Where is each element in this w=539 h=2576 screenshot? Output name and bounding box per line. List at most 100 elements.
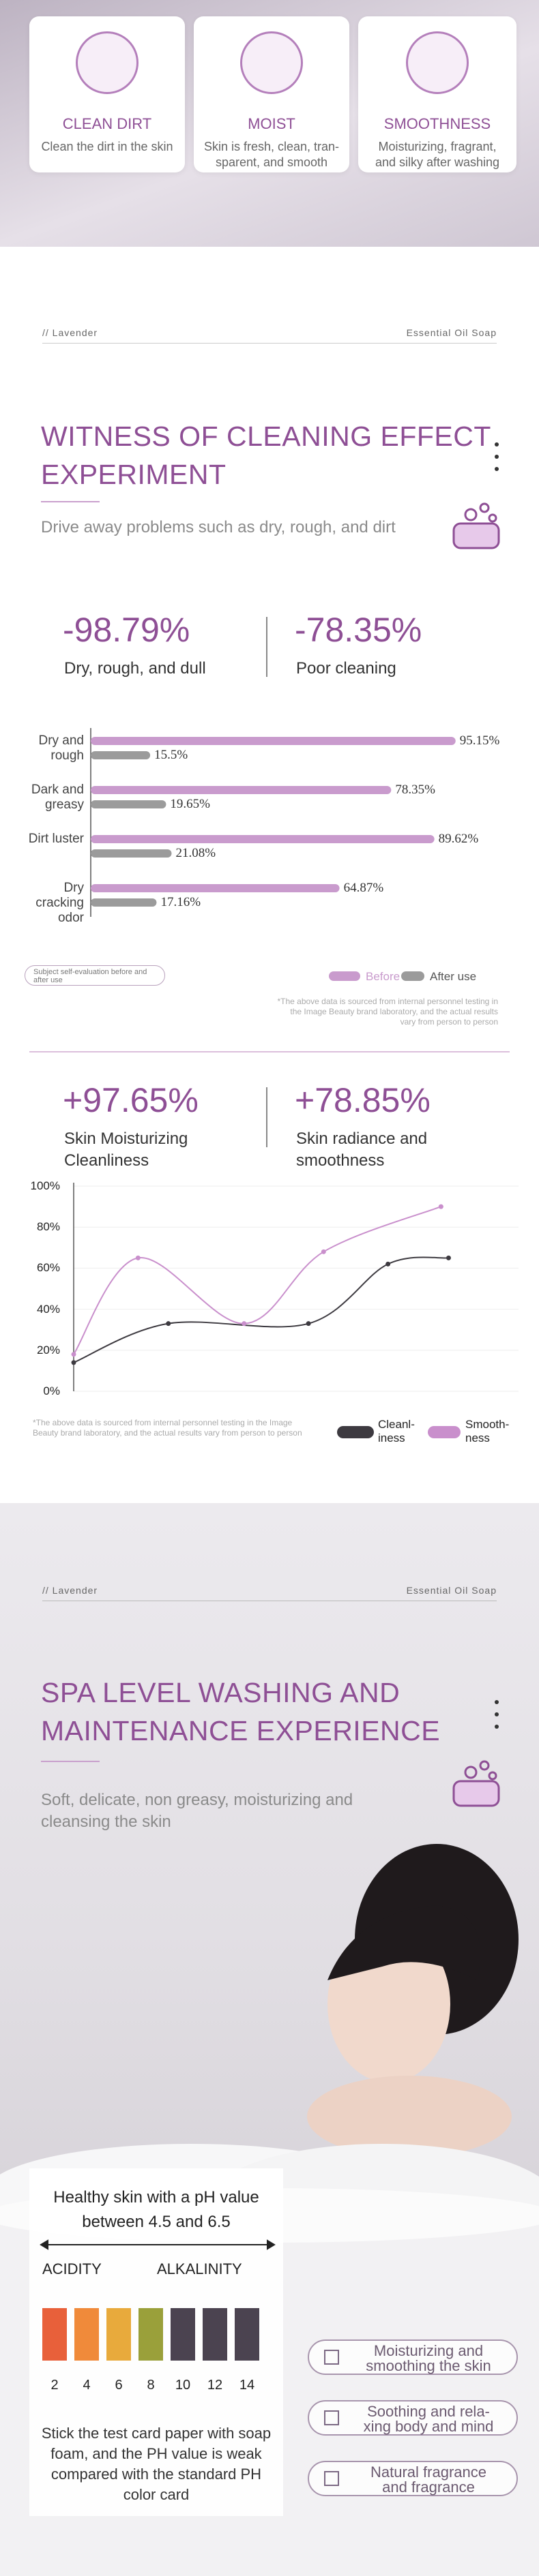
icon	[76, 31, 139, 94]
point	[135, 1255, 141, 1260]
value-label: 19.65%	[170, 797, 210, 811]
feature-card: CLEAN DIRT Clean the dirt in the skin	[29, 16, 185, 172]
bar	[91, 786, 392, 794]
feature-title: SMOOTHNESS	[383, 115, 491, 132]
legend-swatch	[428, 1426, 461, 1438]
bar	[91, 898, 157, 907]
y-tick-label: 40%	[36, 1302, 60, 1316]
category-label: Dirt luster	[28, 832, 84, 846]
feature-title: CLEAN DIRT	[62, 115, 152, 132]
stat-value: -78.35%	[295, 611, 422, 649]
feature-text: Clean the dirt in the skin	[41, 140, 173, 153]
point	[385, 1261, 391, 1267]
stat-value: -98.79%	[63, 611, 190, 649]
ph-value: 6	[115, 2378, 123, 2393]
feature-title: MOIST	[248, 115, 295, 132]
check-icon	[324, 2350, 339, 2365]
benefit: Soothing and rela-xing body and mind	[308, 2400, 518, 2436]
product: Essential Oil Soap	[406, 327, 497, 338]
menu-dots	[495, 442, 499, 1729]
benefit-text: Natural fragrance and fragrance	[370, 2464, 486, 2496]
benefit: Natural fragrance and fragrance	[308, 2461, 518, 2496]
tag: // Lavender	[42, 1585, 98, 1596]
stat-label: Skin radiance and smoothness	[296, 1130, 428, 1170]
note: *The above data is sourced from internal…	[277, 997, 498, 1027]
value-label: 89.62%	[438, 832, 479, 846]
ph-swatch	[171, 2308, 195, 2361]
ph-swatch	[203, 2308, 227, 2361]
subtitle: Soft, delicate, non greasy, moisturizing…	[41, 1791, 353, 1831]
legend-label: Smooth-ness	[465, 1418, 510, 1444]
value-label: 78.35%	[395, 783, 435, 797]
check-icon	[324, 2410, 339, 2425]
value-label: 95.15%	[459, 733, 500, 748]
benefit-text: Moisturizing and smoothing the skin	[366, 2342, 491, 2374]
benefit: Moisturizing and smoothing the skin	[308, 2339, 518, 2375]
legend-label: After use	[430, 970, 477, 983]
chart-caption: Subject self-evaluation before and after…	[25, 965, 165, 986]
bar	[91, 835, 435, 843]
stat-label: Skin Moisturizing Cleanliness	[64, 1130, 188, 1170]
y-tick-label: 20%	[36, 1343, 60, 1357]
ph-value: 2	[50, 2378, 59, 2393]
bar	[91, 849, 172, 858]
legend-swatch	[337, 1426, 374, 1438]
ph-value: 8	[147, 2378, 155, 2393]
ph-swatch	[235, 2308, 259, 2361]
section-title: WITNESS OF CLEANING EFFECT EXPERIMENT	[41, 421, 491, 490]
point	[446, 1255, 451, 1260]
ph-swatch	[139, 2308, 163, 2361]
underline	[41, 1761, 100, 1762]
icon	[406, 31, 469, 94]
y-tick-label: 60%	[36, 1261, 60, 1275]
point	[71, 1352, 76, 1357]
point	[242, 1321, 247, 1327]
legend-swatch	[329, 971, 360, 981]
divider	[29, 1051, 510, 1052]
feature-card: MOIST Skin is fresh, clean, tran-sparent,…	[194, 16, 349, 172]
stat-label: Poor cleaning	[296, 659, 396, 678]
legend-label: Cleanl-iness	[378, 1418, 415, 1444]
bar	[91, 884, 340, 892]
rule	[42, 343, 497, 344]
point	[438, 1204, 443, 1209]
stat-label: Dry, rough, and dull	[64, 659, 206, 678]
feature-text: Skin is fresh, clean, tran-sparent, and …	[203, 140, 340, 169]
bar	[91, 737, 456, 745]
bar	[91, 800, 166, 808]
point	[71, 1360, 76, 1365]
underline	[41, 501, 100, 502]
category-label: Dry and rough	[38, 733, 84, 763]
soap-icon	[452, 502, 500, 1807]
value-label: 17.16%	[160, 895, 201, 909]
value-label: 64.87%	[343, 881, 384, 895]
ph-caption: Stick the test card paper with soap foam…	[41, 2425, 272, 2503]
ph-arrow	[40, 2239, 276, 2250]
ph-heading: Healthy skin with a pH value between 4.5…	[53, 2188, 259, 2231]
point	[166, 1321, 171, 1327]
point	[306, 1321, 311, 1327]
tag: // Lavender	[42, 327, 98, 338]
check-icon	[324, 2471, 339, 2486]
ph-swatch	[42, 2308, 67, 2361]
line	[73, 1256, 449, 1363]
benefit-text: Soothing and rela-xing body and mind	[363, 2403, 494, 2435]
divider	[266, 617, 267, 677]
stat-value: +78.85%	[295, 1081, 431, 1119]
point	[321, 1249, 326, 1254]
subtitle: Drive away problems such as dry, rough, …	[41, 518, 396, 536]
stat-value: +97.65%	[63, 1081, 199, 1119]
ph-value: 10	[175, 2378, 191, 2393]
value-label: 21.08%	[175, 846, 216, 860]
line	[73, 1206, 441, 1355]
feature-card: SMOOTHNESS Moisturizing, fragrant, and si…	[358, 16, 516, 172]
y-tick-label: 100%	[30, 1179, 60, 1192]
section-title: SPA LEVEL WASHING AND MAINTENANCE EXPERI…	[41, 1677, 441, 1746]
ph-acid: ACIDITY	[42, 2260, 102, 2277]
category-label: Dry cracking odor	[35, 881, 84, 925]
ph-value: 4	[83, 2378, 91, 2393]
ph-swatch	[106, 2308, 131, 2361]
legend-swatch	[401, 971, 424, 981]
